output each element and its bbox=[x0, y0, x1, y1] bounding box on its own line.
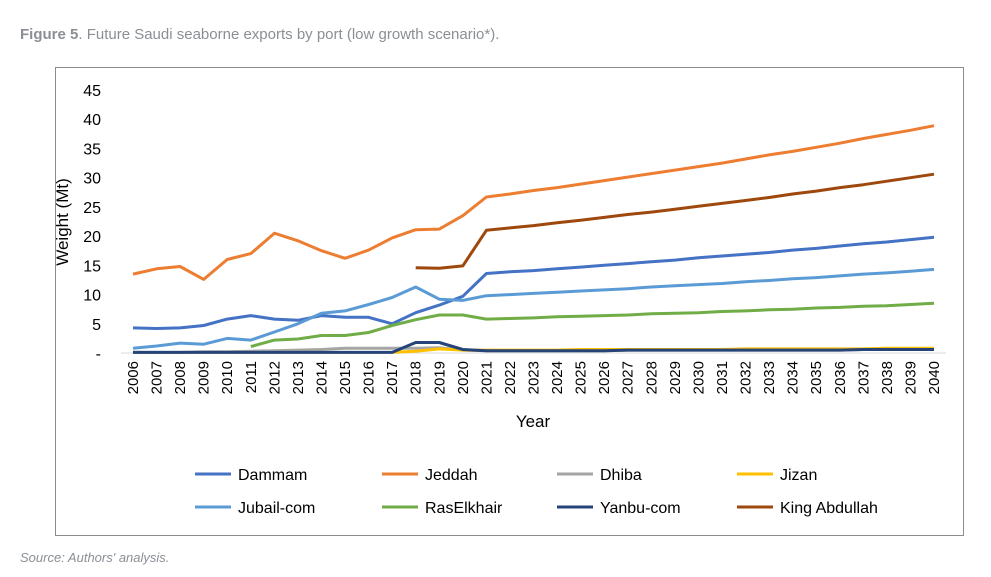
figure-title: . Future Saudi seaborne exports by port … bbox=[78, 26, 500, 43]
x-tick-label: 2029 bbox=[667, 361, 684, 394]
series-line-king-abdullah bbox=[415, 172, 935, 270]
y-tick-label: - bbox=[96, 346, 101, 363]
y-axis-label: Weight (Mt) bbox=[53, 178, 72, 266]
y-tick-label: 20 bbox=[83, 229, 101, 246]
x-tick-label: 2017 bbox=[384, 361, 401, 394]
legend-label: Jubail-com bbox=[238, 500, 315, 517]
legend-item-dhiba: Dhiba bbox=[557, 467, 642, 484]
x-tick-label: 2027 bbox=[620, 361, 637, 394]
x-tick-label: 2028 bbox=[643, 361, 660, 394]
series-line-raselkhair bbox=[250, 301, 935, 349]
series-line-jeddah bbox=[132, 124, 935, 281]
figure-caption: Figure 5. Future Saudi seaborne exports … bbox=[20, 26, 499, 43]
x-tick-label: 2039 bbox=[902, 361, 919, 394]
x-tick-label: 2040 bbox=[926, 361, 943, 394]
x-tick-label: 2036 bbox=[832, 361, 849, 394]
x-tick-label: 2020 bbox=[455, 361, 472, 394]
x-tick-label: 2034 bbox=[785, 361, 802, 394]
legend-label: King Abdullah bbox=[780, 500, 878, 517]
series-line-dammam bbox=[132, 235, 935, 330]
legend-item-yanbu-com: Yanbu-com bbox=[557, 500, 681, 517]
legend-label: RasElkhair bbox=[425, 500, 503, 517]
x-tick-label: 2007 bbox=[149, 361, 166, 394]
x-tick-label: 2011 bbox=[243, 361, 260, 393]
source-note: Source: Authors' analysis. bbox=[20, 550, 170, 565]
y-tick-label: 45 bbox=[83, 83, 101, 100]
x-tick-label: 2013 bbox=[290, 361, 307, 394]
x-tick-label: 2024 bbox=[549, 361, 566, 394]
x-tick-label: 2006 bbox=[125, 361, 142, 394]
legend-label: Dhiba bbox=[600, 467, 642, 484]
y-tick-label: 10 bbox=[83, 288, 101, 305]
legend-item-jeddah: Jeddah bbox=[382, 467, 478, 484]
x-tick-label: 2032 bbox=[738, 361, 755, 394]
figure-label: Figure 5 bbox=[20, 26, 79, 43]
legend-label: Yanbu-com bbox=[600, 500, 681, 517]
legend-item-raselkhair: RasElkhair bbox=[382, 500, 503, 517]
chart-frame bbox=[55, 67, 964, 536]
x-tick-label: 2026 bbox=[596, 361, 613, 394]
legend-item-dammam: Dammam bbox=[195, 467, 307, 484]
x-tick-label: 2022 bbox=[502, 361, 519, 394]
x-axis-label: Year bbox=[516, 412, 551, 431]
legend-label: Dammam bbox=[238, 467, 307, 484]
y-tick-label: 5 bbox=[92, 317, 101, 334]
x-tick-label: 2016 bbox=[361, 361, 378, 394]
legend-label: Jeddah bbox=[425, 467, 478, 484]
legend-item-king-abdullah: King Abdullah bbox=[737, 500, 878, 517]
series-line-jubail-com bbox=[132, 267, 935, 350]
x-tick-label: 2021 bbox=[478, 361, 495, 394]
x-tick-label: 2030 bbox=[690, 361, 707, 394]
y-tick-label: 35 bbox=[83, 141, 101, 158]
x-tick-label: 2035 bbox=[808, 361, 825, 394]
y-tick-label: 15 bbox=[83, 258, 101, 275]
x-tick-label: 2010 bbox=[219, 361, 236, 394]
x-tick-label: 2008 bbox=[172, 361, 189, 394]
x-tick-label: 2033 bbox=[761, 361, 778, 394]
legend-item-jubail-com: Jubail-com bbox=[195, 500, 315, 517]
x-tick-label: 2037 bbox=[855, 361, 872, 394]
x-tick-label: 2009 bbox=[196, 361, 213, 394]
series-line-yanbu-com bbox=[133, 341, 934, 354]
x-tick-label: 2019 bbox=[431, 361, 448, 394]
x-tick-label: 2012 bbox=[266, 361, 283, 394]
legend-item-jizan: Jizan bbox=[737, 467, 817, 484]
y-tick-label: 40 bbox=[83, 112, 101, 129]
x-tick-label: 2014 bbox=[313, 361, 330, 394]
x-tick-label: 2015 bbox=[337, 361, 354, 394]
legend-label: Jizan bbox=[780, 467, 817, 484]
x-tick-label: 2031 bbox=[714, 361, 731, 394]
x-tick-label: 2038 bbox=[879, 361, 896, 394]
y-tick-label: 30 bbox=[83, 171, 101, 188]
x-tick-label: 2025 bbox=[573, 361, 590, 394]
x-tick-label: 2018 bbox=[408, 361, 425, 394]
x-tick-label: 2023 bbox=[526, 361, 543, 394]
y-tick-label: 25 bbox=[83, 200, 101, 217]
